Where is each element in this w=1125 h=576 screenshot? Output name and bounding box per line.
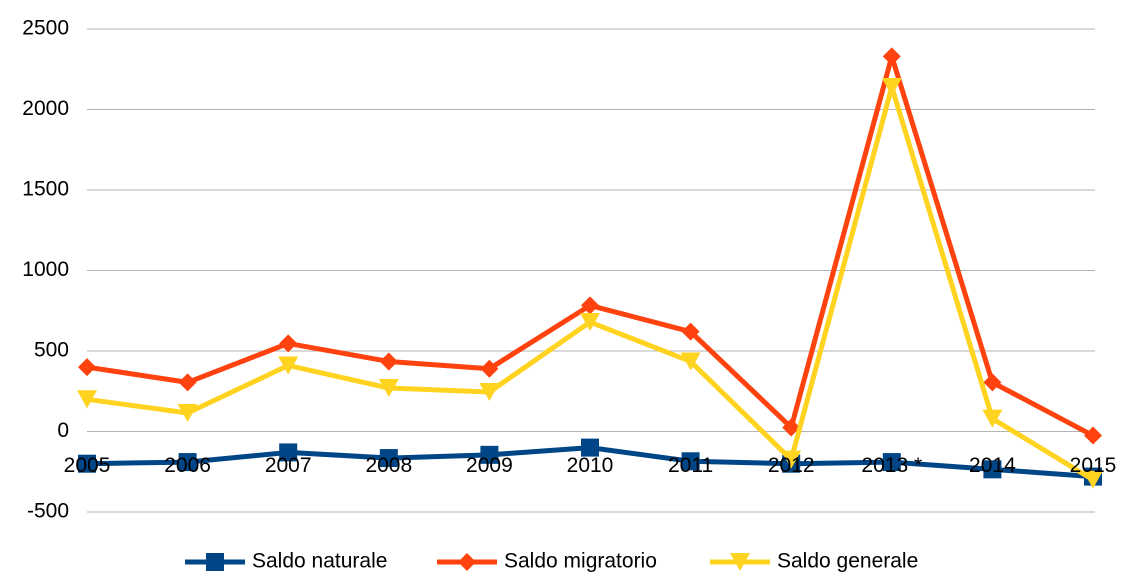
marker (480, 359, 499, 378)
marker (206, 553, 224, 571)
legend-label: Saldo generale (777, 550, 918, 573)
x-tick-label: 2015 (1070, 454, 1117, 477)
x-tick-label: 2012 (768, 454, 815, 477)
marker (881, 77, 902, 96)
marker (458, 553, 476, 571)
marker (730, 553, 750, 571)
marker (982, 409, 1003, 428)
x-tick-label: 2006 (164, 454, 211, 477)
y-tick-label: 1500 (22, 178, 69, 201)
y-tick-label: 500 (34, 339, 69, 362)
y-tick-label: 1000 (22, 258, 69, 281)
marker (680, 352, 701, 371)
marker (479, 383, 500, 402)
marker (379, 352, 398, 371)
marker (581, 438, 599, 457)
marker (1083, 470, 1103, 489)
marker (782, 418, 801, 437)
y-tick-label: -500 (27, 500, 69, 523)
marker (78, 358, 96, 377)
marker (77, 390, 97, 409)
y-tick-label: 0 (57, 419, 69, 442)
y-tick-label: 2000 (22, 97, 69, 120)
x-tick-label: 2011 (668, 454, 713, 477)
marker (177, 403, 198, 422)
marker (983, 460, 1002, 479)
line (86, 84, 1095, 482)
marker (781, 450, 802, 469)
marker (378, 379, 399, 398)
marker (279, 334, 298, 353)
x-tick-label: 2010 (567, 454, 614, 477)
x-tick-label: 2005 (64, 454, 111, 477)
marker (178, 373, 197, 392)
marker (882, 453, 901, 472)
x-tick-label: 2007 (265, 454, 312, 477)
marker (580, 313, 600, 332)
marker (681, 322, 700, 341)
marker (278, 356, 299, 375)
marker (681, 452, 700, 471)
legend-label: Saldo naturale (252, 550, 387, 573)
marker (178, 453, 197, 472)
marker (379, 449, 398, 468)
marker (882, 47, 901, 66)
x-tick-label: 2008 (365, 454, 412, 477)
legend-label: Saldo migratorio (504, 550, 657, 573)
marker (581, 296, 599, 315)
marker (279, 443, 298, 462)
x-tick-label: 2013 * (861, 454, 922, 477)
marker (983, 373, 1002, 392)
x-tick-label: 2014 (969, 454, 1016, 477)
marker (78, 454, 96, 473)
x-tick-label: 2009 (466, 454, 513, 477)
y-tick-label: 2500 (22, 17, 69, 40)
marker (480, 445, 499, 464)
marker (1084, 426, 1102, 445)
